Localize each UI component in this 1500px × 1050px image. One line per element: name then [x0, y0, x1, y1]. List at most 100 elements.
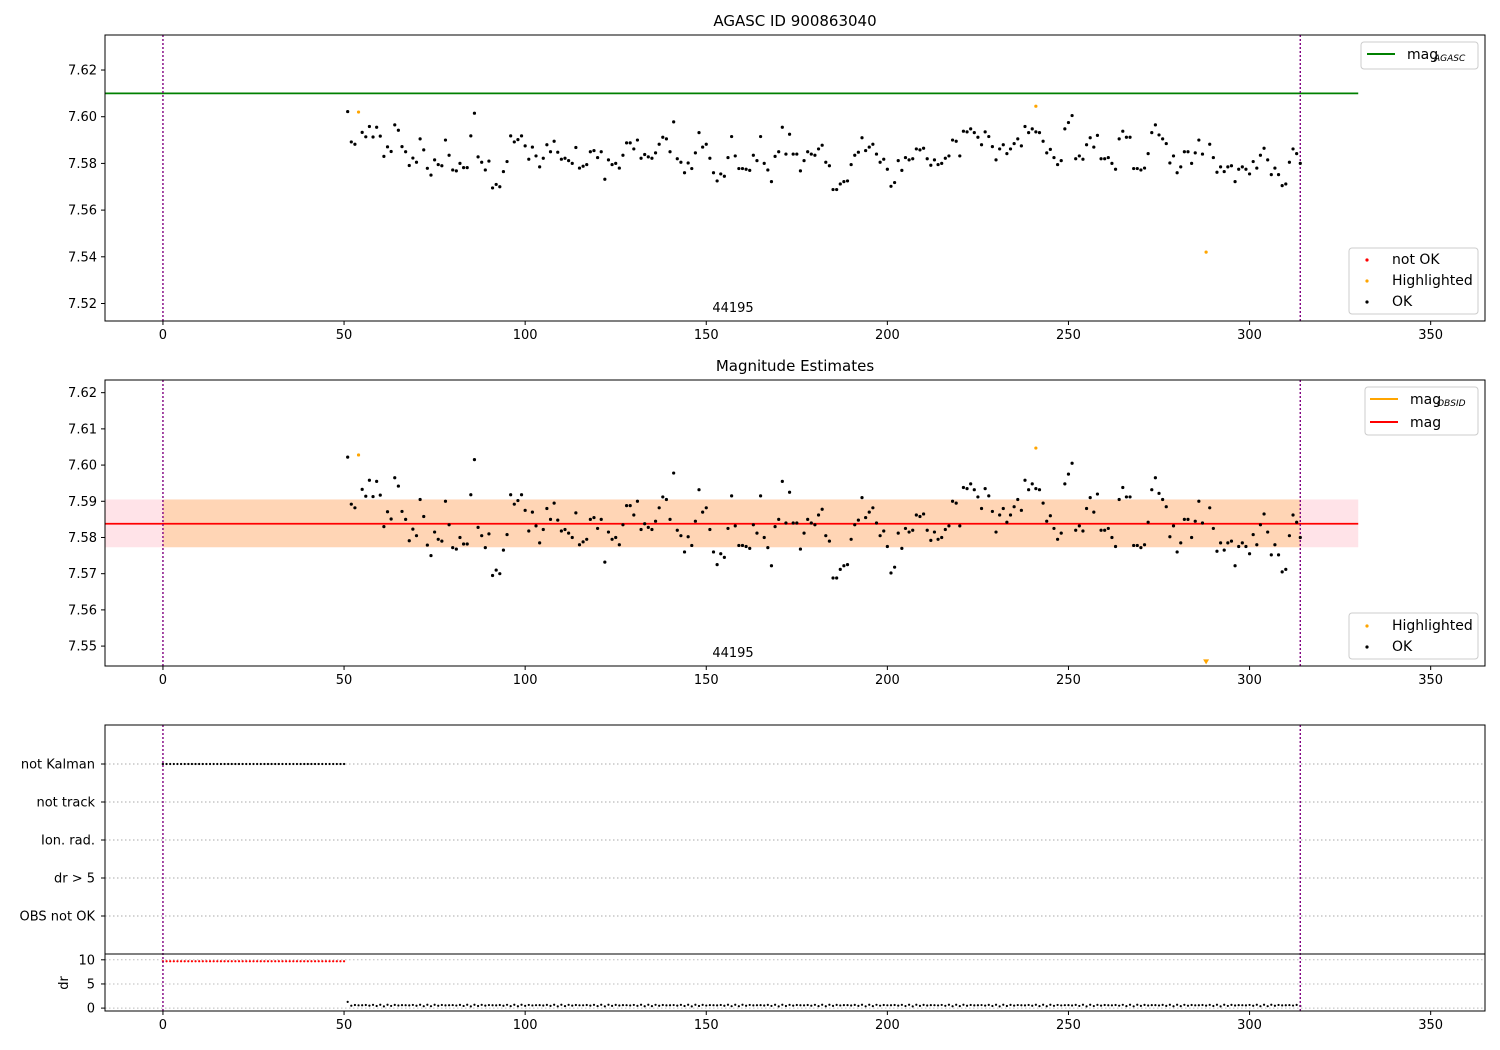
ok-point — [346, 455, 350, 459]
ok-point — [349, 502, 353, 506]
ok-point — [1008, 513, 1013, 517]
ok-point — [599, 517, 603, 521]
ok-point — [1280, 570, 1284, 574]
ok-point — [530, 510, 535, 514]
ok-point — [393, 476, 397, 480]
dr-low-point — [1208, 1003, 1211, 1006]
dr-high-point — [321, 960, 324, 963]
ok-point — [1287, 534, 1292, 538]
dr-low-point — [853, 1003, 856, 1006]
dr-low-point — [1038, 1005, 1041, 1008]
dr-low-point — [603, 1005, 606, 1008]
not-kalman-point — [317, 762, 320, 766]
ok-point — [465, 166, 469, 170]
ok-point — [476, 525, 480, 529]
ok-point — [1218, 541, 1223, 545]
ok-point — [766, 546, 770, 550]
ok-point — [762, 535, 766, 540]
dr-high-point — [252, 960, 255, 963]
ok-point — [820, 507, 824, 511]
not-kalman-point — [176, 762, 179, 766]
ok-point — [878, 160, 882, 164]
ok-point — [766, 168, 770, 172]
ok-point — [621, 153, 625, 157]
ok-point — [360, 487, 364, 491]
ok-point — [621, 523, 625, 527]
ok-point — [824, 160, 828, 164]
dr-low-point — [1070, 1004, 1074, 1007]
ok-point — [900, 168, 904, 173]
ok-point — [1005, 520, 1009, 524]
ok-point — [925, 157, 929, 161]
axes-frame — [104, 34, 1486, 322]
dr-low-point — [752, 1004, 755, 1007]
legend-mag-agasc-sub: AGASC — [1433, 54, 1466, 64]
dr-low-point — [495, 1004, 498, 1007]
ok-point — [646, 155, 650, 159]
ok-point — [1135, 543, 1139, 548]
ok-point — [487, 532, 491, 536]
y-tick-label: 7.56 — [68, 603, 97, 618]
ok-point — [490, 573, 495, 578]
dr-high-point — [230, 960, 233, 963]
dr-low-point — [408, 1004, 411, 1007]
dr-low-point — [683, 1004, 686, 1008]
ok-point — [494, 568, 498, 572]
ok-point — [585, 162, 589, 167]
ok-point — [940, 161, 944, 166]
dr-low-point — [1172, 1005, 1175, 1008]
ok-point — [1132, 166, 1136, 171]
ok-point — [1186, 150, 1190, 154]
dr-low-point — [980, 1003, 983, 1007]
ok-point — [914, 147, 918, 151]
dr-high-point — [176, 960, 179, 963]
dr-low-point — [658, 1004, 661, 1007]
dr-low-point — [1092, 1004, 1095, 1008]
ok-point — [1190, 161, 1194, 166]
dr-low-point — [879, 1004, 882, 1007]
category-label: OBS not OK — [20, 910, 96, 925]
legend-ok: OK — [1392, 294, 1413, 310]
ok-point — [838, 567, 842, 571]
ok-point — [907, 158, 911, 162]
dr-low-point — [390, 1004, 393, 1008]
ok-point — [1041, 501, 1045, 505]
ok-point — [404, 150, 408, 154]
dr-low-point — [1219, 1005, 1222, 1008]
dr-low-point — [592, 1003, 596, 1006]
ok-point — [501, 169, 506, 174]
ok-point — [661, 135, 665, 139]
ok-point — [1027, 130, 1031, 135]
ok-point — [1233, 564, 1237, 568]
x-tick-label: 50 — [336, 328, 353, 343]
ok-point — [1226, 165, 1230, 169]
ok-point — [1019, 144, 1023, 148]
ok-point — [1262, 512, 1266, 516]
ok-point — [831, 187, 835, 192]
ok-point — [480, 160, 484, 164]
ok-point — [856, 518, 860, 522]
y-tick-label: 7.62 — [68, 64, 97, 79]
ok-point — [1095, 492, 1100, 496]
dr-low-point — [748, 1003, 751, 1007]
ok-point — [1200, 521, 1205, 525]
ok-point — [719, 552, 723, 556]
magnitude-estimates-panel: Magnitude Estimates 7.55 7.56 7.57 7.58 7.59… — [68, 357, 1486, 688]
ok-point — [1298, 161, 1302, 166]
ok-point — [950, 138, 955, 142]
ok-point — [769, 180, 774, 184]
dr-low-point — [726, 1003, 730, 1006]
ok-point — [1063, 127, 1067, 131]
ok-point — [1142, 543, 1147, 547]
x-tick-label: 100 — [513, 328, 538, 343]
dr-low-point — [346, 1000, 349, 1004]
ok-point — [606, 158, 611, 162]
ok-point — [639, 156, 643, 160]
dr-low-point — [636, 1004, 639, 1007]
ok-point — [867, 145, 871, 149]
dr-low-point — [455, 1004, 458, 1007]
dr-low-point — [676, 1004, 679, 1007]
dr-low-point — [987, 1003, 990, 1006]
dr-low-point — [1121, 1003, 1124, 1006]
dr-low-point — [864, 1005, 867, 1008]
